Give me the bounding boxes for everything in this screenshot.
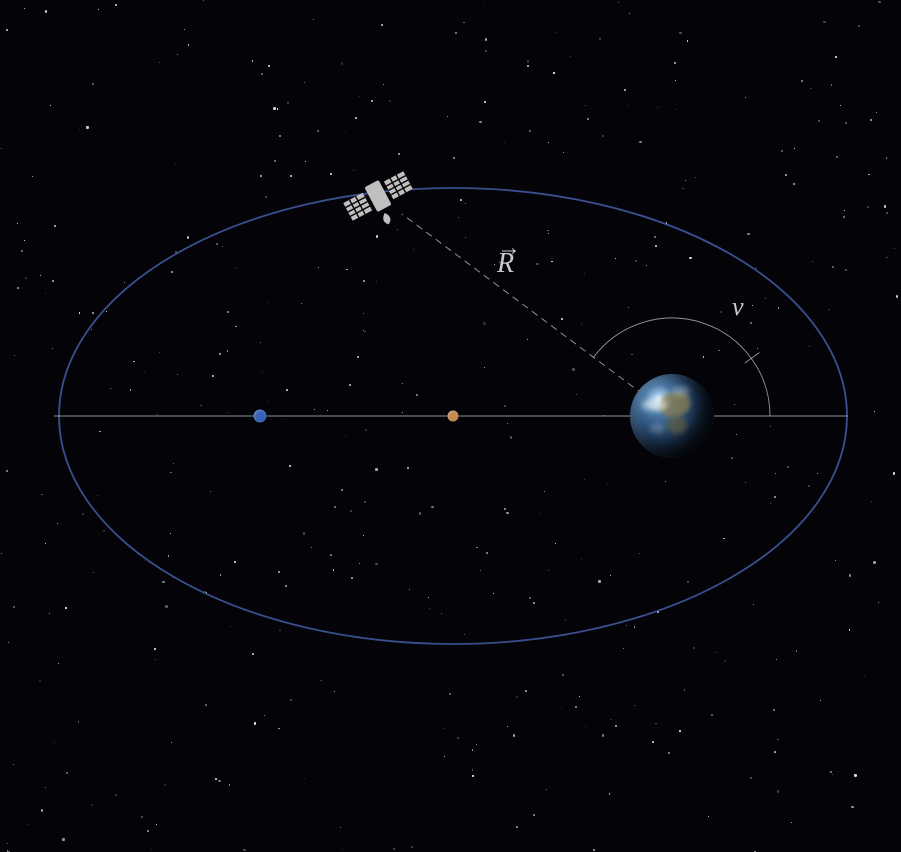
empty-focus-point (254, 410, 267, 423)
orbit-diagram-svg (0, 0, 901, 852)
anomaly-label-text: v (732, 292, 744, 321)
vector-arrow-glyph: → (497, 235, 521, 262)
earth-icon (630, 374, 714, 458)
satellite-icon (341, 168, 422, 239)
true-anomaly-tick (745, 353, 760, 364)
radius-vector-label: → R (497, 248, 514, 280)
ellipse-center-point (448, 411, 459, 422)
true-anomaly-label: v (732, 292, 744, 322)
radius-vector-line (402, 214, 672, 416)
